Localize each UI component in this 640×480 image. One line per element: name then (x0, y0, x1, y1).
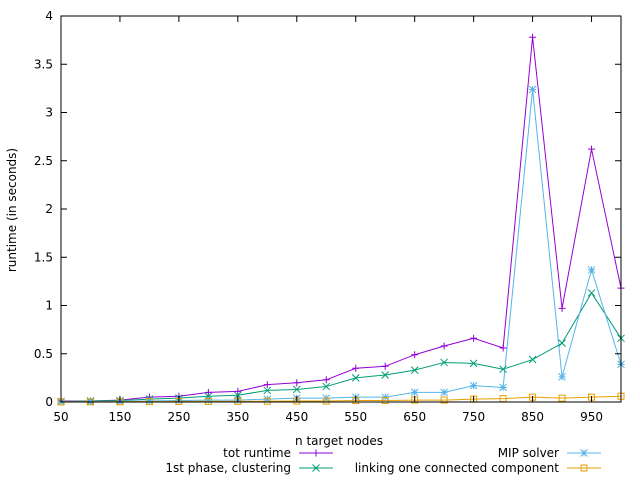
data-point-mip-solver (528, 85, 537, 94)
data-point-linking-one-connected-component (263, 397, 271, 405)
legend-marker-linking-one-connected-component (580, 464, 588, 472)
y-tick-label: 1 (45, 299, 53, 313)
data-point-tot-runtime (440, 342, 448, 350)
data-point-1st-phase-clustering (263, 386, 272, 395)
y-tick-label: 0 (45, 395, 53, 409)
plot-markers (57, 33, 625, 406)
y-tick-label: 4 (45, 9, 53, 23)
x-tick-label: 950 (580, 410, 603, 424)
y-tick-label: 3.5 (34, 57, 53, 71)
x-tick-label: 850 (521, 410, 544, 424)
y-tick-label: 2.5 (34, 154, 53, 168)
data-point-tot-runtime (470, 334, 478, 342)
data-point-mip-solver (410, 388, 419, 397)
data-point-mip-solver (499, 383, 507, 392)
legend-marker-1st-phase-clustering (312, 464, 320, 472)
x-tick-label: 650 (403, 410, 426, 424)
data-point-tot-runtime (234, 387, 242, 395)
x-tick-label: 250 (167, 410, 190, 424)
x-tick-label: 750 (462, 410, 485, 424)
data-point-1st-phase-clustering (322, 382, 331, 391)
x-tick-label: 150 (108, 410, 131, 424)
data-point-mip-solver (204, 396, 213, 404)
y-tick-label: 2 (45, 202, 53, 216)
x-axis-label: n target nodes (295, 434, 383, 448)
data-point-1st-phase-clustering (499, 365, 507, 374)
data-point-1st-phase-clustering (528, 355, 537, 364)
data-point-1st-phase-clustering (587, 289, 596, 297)
data-point-mip-solver (558, 373, 566, 381)
legend-marker-tot-runtime (312, 449, 320, 457)
y-tick-label: 1.5 (34, 250, 53, 264)
legend-label-linking-one-connected-component: linking one connected component (355, 461, 560, 475)
x-tick-label: 450 (285, 410, 308, 424)
series-line-tot-runtime (61, 37, 622, 402)
data-point-mip-solver (145, 397, 154, 405)
legend-label-tot-runtime: tot runtime (223, 446, 291, 460)
axis-ticks (60, 15, 621, 403)
data-point-tot-runtime (293, 379, 301, 387)
data-point-tot-runtime (499, 344, 507, 352)
series-line-1st-phase-clustering (60, 292, 622, 403)
data-point-linking-one-connected-component (204, 397, 212, 405)
legend-label-1st-phase-clustering: 1st phase, clustering (165, 461, 291, 475)
data-point-1st-phase-clustering (558, 339, 566, 347)
x-tick-label: 50 (53, 410, 68, 424)
data-point-tot-runtime (558, 304, 566, 312)
data-point-mip-solver (587, 265, 596, 274)
data-point-1st-phase-clustering (469, 359, 478, 368)
data-point-1st-phase-clustering (381, 371, 390, 379)
data-point-mip-solver (469, 381, 478, 390)
data-point-linking-one-connected-component (381, 397, 389, 405)
data-point-mip-solver (440, 388, 449, 397)
data-point-tot-runtime (381, 362, 389, 370)
y-tick-label: 0.5 (34, 347, 53, 361)
data-point-linking-one-connected-component (322, 397, 330, 405)
data-point-tot-runtime (529, 33, 537, 41)
data-point-tot-runtime (352, 364, 360, 372)
data-point-linking-one-connected-component (440, 396, 448, 404)
legend-label-mip-solver: MIP solver (498, 446, 559, 460)
data-point-tot-runtime (322, 376, 330, 384)
data-point-1st-phase-clustering (292, 385, 301, 394)
data-point-1st-phase-clustering (351, 374, 360, 382)
data-point-tot-runtime (411, 351, 419, 359)
y-tick-label: 3 (45, 106, 53, 120)
x-tick-label: 350 (226, 410, 249, 424)
data-point-tot-runtime (588, 145, 596, 153)
data-point-tot-runtime (263, 381, 271, 389)
y-axis-label: runtime (in seconds) (5, 148, 19, 272)
data-point-mip-solver (263, 395, 272, 403)
plot-lines (60, 37, 622, 403)
x-tick-label: 550 (344, 410, 367, 424)
legend-marker-mip-solver (580, 449, 588, 457)
data-point-1st-phase-clustering (410, 366, 419, 375)
data-point-1st-phase-clustering (440, 358, 449, 367)
series-line-mip-solver (60, 89, 622, 403)
data-point-linking-one-connected-component (558, 394, 566, 402)
data-point-tot-runtime (204, 388, 212, 396)
